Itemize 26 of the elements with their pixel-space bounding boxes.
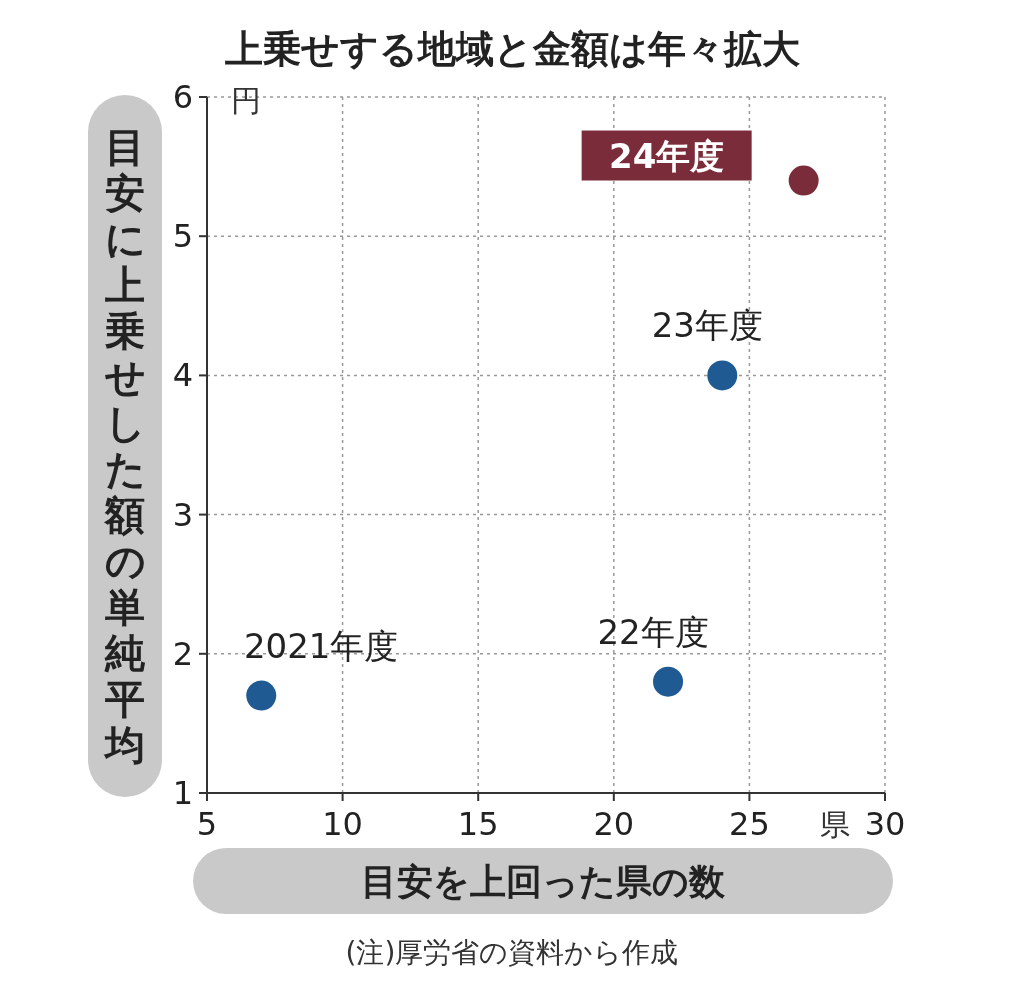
- series-label: 22年度: [597, 611, 709, 652]
- y-tick-label: 6: [172, 78, 193, 116]
- series-label: 23年度: [651, 305, 763, 346]
- series-label: 24年度: [608, 135, 725, 176]
- point: [707, 360, 738, 391]
- x-tick-label: 25: [729, 805, 770, 843]
- point: [653, 666, 684, 697]
- y-tick-label: 3: [172, 495, 193, 534]
- y-tick-label: 2: [172, 634, 193, 673]
- x-tick-label: 20: [593, 805, 635, 843]
- x-tick-label: 10: [322, 805, 363, 843]
- y-tick-label: 4: [172, 356, 193, 395]
- text: 県: [820, 807, 850, 842]
- y-tick-label: 1: [172, 774, 193, 812]
- text: (注)厚労省の資料から作成: [345, 936, 679, 969]
- series-label: 2021年度: [243, 625, 399, 666]
- y-tick-label: 5: [172, 217, 193, 256]
- x-tick-label: 15: [457, 805, 499, 843]
- point: [788, 165, 819, 196]
- x-axis-title: 目安を上回った県の数: [361, 861, 726, 902]
- text: 目安に上乗せした額の単純平均: [104, 124, 146, 768]
- point: [246, 680, 277, 711]
- chart-title: 上乗せする地域と金額は年々拡大: [224, 27, 800, 71]
- x-tick-label: 30: [864, 805, 906, 843]
- x-tick-label: 5: [196, 805, 218, 843]
- annotation: 円: [231, 83, 261, 118]
